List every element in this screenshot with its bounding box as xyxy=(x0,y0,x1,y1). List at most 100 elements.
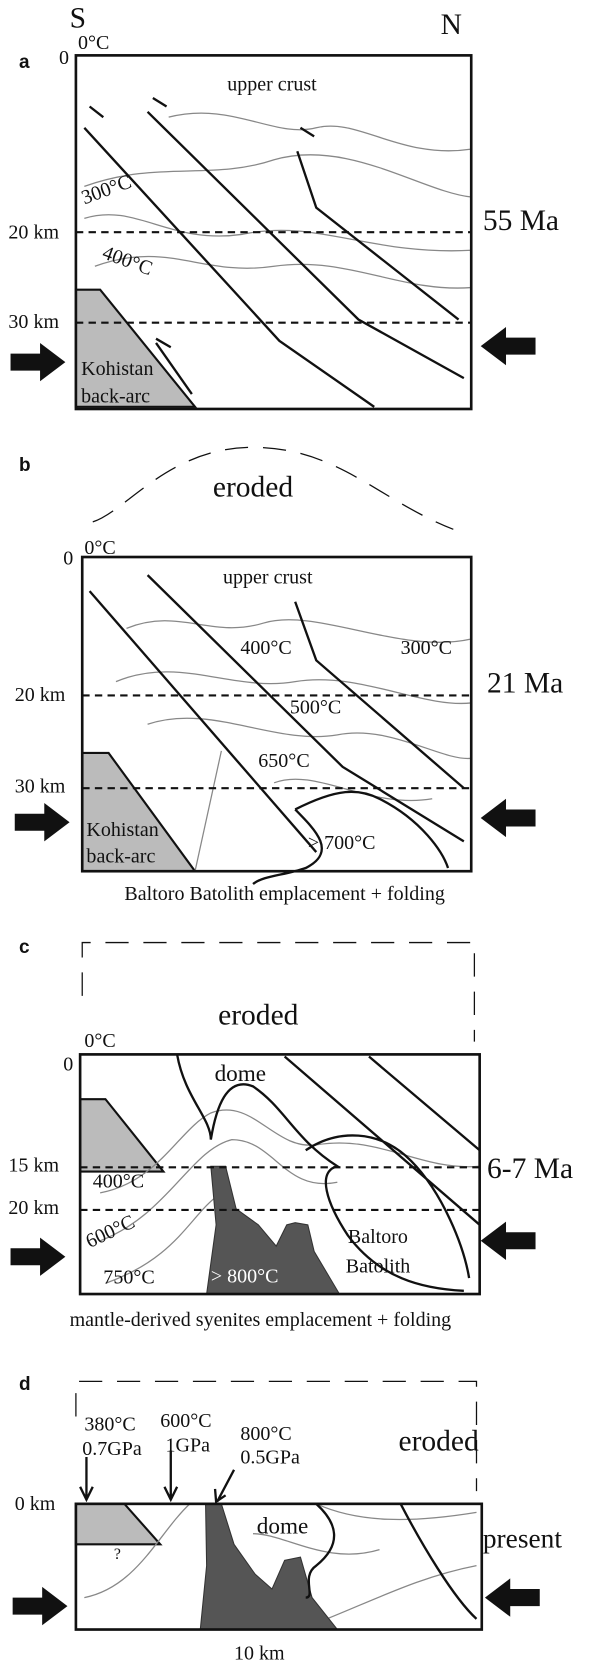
sample-pressure: 1GPa xyxy=(166,1435,211,1457)
fault xyxy=(296,150,460,321)
layer-label: upper crust xyxy=(227,73,317,95)
caption: Baltoro Batolith emplacement + folding xyxy=(124,883,444,905)
compression-arrow xyxy=(14,803,70,842)
crust-box xyxy=(74,1502,484,1631)
fault xyxy=(294,601,465,790)
fault xyxy=(155,342,193,395)
depth-top: 0 xyxy=(63,1053,73,1075)
panel-b: b eroded 0 0°C upper crust 400°C 300°C 5… xyxy=(14,446,563,905)
compression-arrow xyxy=(480,1221,536,1260)
isotherm-label: > 800°C xyxy=(211,1265,279,1287)
isotherm xyxy=(126,619,472,643)
fault xyxy=(305,1502,478,1620)
shear-sense xyxy=(88,96,315,349)
fault xyxy=(83,127,375,408)
syenite xyxy=(199,1503,339,1631)
batholith-label: Baltoro xyxy=(348,1226,408,1248)
fault xyxy=(146,110,465,380)
depth-label: 20 km xyxy=(15,684,66,706)
surface-temp: 0°C xyxy=(84,537,115,559)
caption: mantle-derived syenites emplacement + fo… xyxy=(70,1309,452,1331)
surface-temp: 0°C xyxy=(78,32,109,54)
panel-a: a 0 0°C upper crust 300°C 400°C 20 km 30… xyxy=(8,32,559,411)
sample-arrow xyxy=(79,1450,236,1504)
depth-label: 20 km xyxy=(8,221,59,243)
eroded-label: eroded xyxy=(213,471,293,503)
depth-label: 30 km xyxy=(15,775,66,797)
kohistan-block xyxy=(79,1098,166,1173)
age-label: present xyxy=(483,1522,562,1553)
block-label: Kohistan xyxy=(81,358,153,380)
sample-temp: 380°C xyxy=(84,1413,135,1435)
depth-top: 0 xyxy=(63,547,73,569)
crust-box xyxy=(78,1053,481,1296)
depth-label: 30 km xyxy=(8,311,59,333)
panel-label: d xyxy=(19,1374,31,1395)
isotherm xyxy=(168,112,472,152)
compression-arrow xyxy=(10,342,66,382)
eroded-label: eroded xyxy=(218,999,298,1031)
isotherm-label: > 700°C xyxy=(308,832,376,854)
isotherm xyxy=(94,255,472,289)
compression-arrow xyxy=(12,1586,68,1626)
isotherm xyxy=(84,1503,477,1620)
scale-label: 10 km xyxy=(234,1642,285,1664)
kohistan-block xyxy=(74,1502,163,1546)
depth-top: 0 xyxy=(59,47,69,69)
block-label: back-arc xyxy=(81,386,150,408)
block-label: back-arc xyxy=(86,846,155,868)
isotherm xyxy=(84,214,472,252)
fault xyxy=(88,590,318,853)
south-label: S xyxy=(70,3,86,35)
layer-label: upper crust xyxy=(223,567,313,589)
sample-pressure: 0.5GPa xyxy=(240,1446,300,1468)
depth-label: 20 km xyxy=(8,1197,59,1219)
isotherm-label: 300°C xyxy=(79,171,135,210)
isotherm-label: 500°C xyxy=(290,696,341,718)
isotherm-label: 400°C xyxy=(100,242,156,281)
sample-pressure: 0.7GPa xyxy=(82,1438,142,1460)
isotherm-label: 650°C xyxy=(258,750,309,772)
age-label: 55 Ma xyxy=(483,205,559,237)
eroded-outline xyxy=(92,446,454,530)
sample-temp: 600°C xyxy=(160,1410,211,1432)
surface-temp: 0°C xyxy=(84,1030,115,1052)
dome-label: dome xyxy=(215,1061,266,1087)
sample-temp: 800°C xyxy=(240,1423,291,1445)
batholith-outline xyxy=(252,790,450,885)
eroded-outline xyxy=(75,1380,478,1492)
isotherm xyxy=(105,1192,222,1284)
crust-box xyxy=(80,555,473,873)
isotherm-label: 400°C xyxy=(93,1170,144,1192)
compression-arrow xyxy=(480,326,536,366)
dome-outline xyxy=(175,1054,464,1293)
panel-label: c xyxy=(19,937,30,958)
age-label: 21 Ma xyxy=(487,667,563,699)
age-label: 6-7 Ma xyxy=(487,1153,573,1185)
isotherm-label: 400°C xyxy=(240,637,291,659)
eroded-label: eroded xyxy=(398,1425,478,1457)
fault xyxy=(283,1055,481,1279)
crust-box xyxy=(74,54,473,411)
isotherm xyxy=(84,154,472,198)
panel-label: a xyxy=(19,52,30,73)
compression-arrow xyxy=(10,1237,66,1276)
isotherm-label: 300°C xyxy=(401,637,452,659)
panel-d: d 380°C 0.7GPa 600°C 1GPa 800°C 0.5GPa e… xyxy=(12,1374,562,1664)
north-label: N xyxy=(441,9,462,41)
compression-arrow xyxy=(484,1578,540,1617)
depth-top: 0 km xyxy=(15,1493,56,1515)
isotherm xyxy=(147,717,472,760)
dome-label: dome xyxy=(257,1514,308,1540)
batholith-label: Batolith xyxy=(346,1256,411,1278)
isotherm-label: 750°C xyxy=(103,1266,154,1288)
isotherm-label: 600°C xyxy=(82,1211,138,1253)
eroded-outline xyxy=(81,941,476,1042)
fault xyxy=(146,574,465,843)
compression-arrow xyxy=(480,798,536,838)
isotherm xyxy=(194,750,433,872)
panel-c: c eroded 0°C 0 dome 400°C 600°C 750°C > … xyxy=(8,937,573,1331)
depth-label: 15 km xyxy=(8,1154,59,1176)
